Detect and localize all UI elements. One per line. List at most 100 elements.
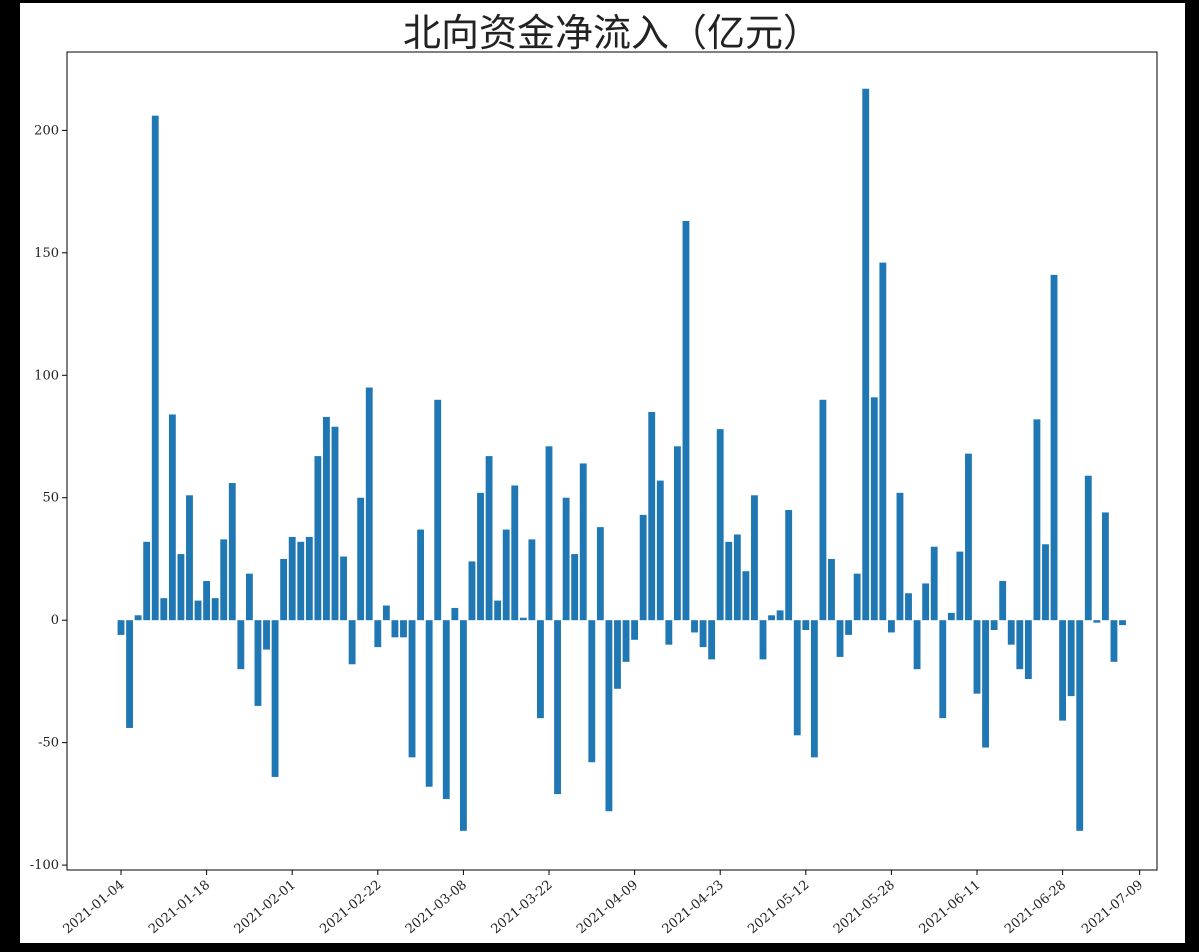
bar xyxy=(382,605,390,621)
bar xyxy=(1119,620,1126,626)
bar xyxy=(1033,419,1041,621)
bar xyxy=(887,620,895,633)
bar xyxy=(160,598,168,621)
bar xyxy=(588,620,596,763)
bar xyxy=(614,620,621,689)
bar xyxy=(168,414,176,621)
bar xyxy=(768,615,775,621)
bar xyxy=(391,620,399,638)
bar xyxy=(673,446,681,621)
bar xyxy=(203,581,211,621)
bar xyxy=(537,620,544,719)
bar xyxy=(699,620,707,648)
bar xyxy=(451,607,459,621)
bar xyxy=(905,593,912,621)
y-tick-label: 150 xyxy=(34,246,59,261)
figure-background xyxy=(20,3,1185,943)
bar xyxy=(965,453,972,621)
bar xyxy=(785,509,793,621)
bar xyxy=(340,556,347,621)
bar xyxy=(1024,620,1032,679)
bar xyxy=(1050,274,1058,621)
y-tick-label: -100 xyxy=(30,858,59,873)
y-tick-label: 100 xyxy=(34,368,59,383)
chart-title: 北向资金净流入（亿元） xyxy=(403,11,821,55)
bar xyxy=(853,573,861,621)
bar xyxy=(828,558,835,621)
bar xyxy=(990,620,998,630)
bar xyxy=(776,610,784,621)
bar xyxy=(1007,620,1015,645)
bar xyxy=(896,492,904,621)
bar xyxy=(716,429,724,621)
bar xyxy=(519,617,527,621)
bar xyxy=(365,387,373,621)
bar xyxy=(845,620,853,635)
bar xyxy=(1067,620,1075,697)
bar xyxy=(348,620,356,665)
bar xyxy=(502,529,510,621)
bar xyxy=(579,463,587,621)
bar xyxy=(1042,544,1049,621)
bar xyxy=(862,88,870,621)
bar xyxy=(134,615,142,621)
bar xyxy=(511,485,519,621)
bar xyxy=(665,620,673,645)
bar xyxy=(913,620,921,670)
bar xyxy=(374,620,382,648)
bar xyxy=(1093,620,1101,623)
bar xyxy=(220,539,228,621)
bar xyxy=(417,529,425,621)
bar xyxy=(554,620,561,795)
bar xyxy=(682,220,690,621)
bar xyxy=(562,497,570,621)
bar xyxy=(545,446,553,621)
bar xyxy=(973,620,981,694)
bar xyxy=(408,620,416,758)
bar xyxy=(485,456,493,621)
bar xyxy=(1110,620,1118,662)
bar xyxy=(237,620,245,670)
bar xyxy=(400,620,407,638)
bar xyxy=(571,554,579,621)
bar xyxy=(930,546,938,621)
bar xyxy=(357,497,365,621)
bar xyxy=(194,600,202,621)
bar xyxy=(691,620,698,633)
bar xyxy=(793,620,801,736)
bar xyxy=(631,620,639,640)
bar xyxy=(245,573,253,621)
bar xyxy=(528,539,536,621)
bar xyxy=(459,620,467,831)
bar xyxy=(314,456,322,621)
bar xyxy=(819,399,827,621)
bar xyxy=(228,483,236,621)
bar xyxy=(323,416,330,621)
bar xyxy=(117,620,125,635)
bar xyxy=(177,554,185,621)
y-tick-label: -50 xyxy=(38,736,59,751)
bar xyxy=(725,541,733,621)
bar xyxy=(468,561,476,621)
bar xyxy=(648,412,656,621)
bar xyxy=(596,527,604,621)
bar xyxy=(434,399,442,621)
bar xyxy=(1076,620,1084,831)
bar xyxy=(802,620,810,630)
bar xyxy=(947,612,955,621)
bar xyxy=(759,620,767,660)
plot-frame xyxy=(66,51,1158,871)
bar xyxy=(143,541,151,621)
bar xyxy=(254,620,262,706)
bar xyxy=(836,620,844,657)
bar xyxy=(271,620,279,777)
bar xyxy=(297,541,305,621)
bar xyxy=(1101,512,1109,621)
bar xyxy=(425,620,433,787)
bar xyxy=(810,620,818,758)
bar xyxy=(186,495,193,621)
bar xyxy=(288,536,296,621)
bar xyxy=(751,495,758,621)
bar xyxy=(1084,475,1092,621)
bar xyxy=(956,551,964,621)
